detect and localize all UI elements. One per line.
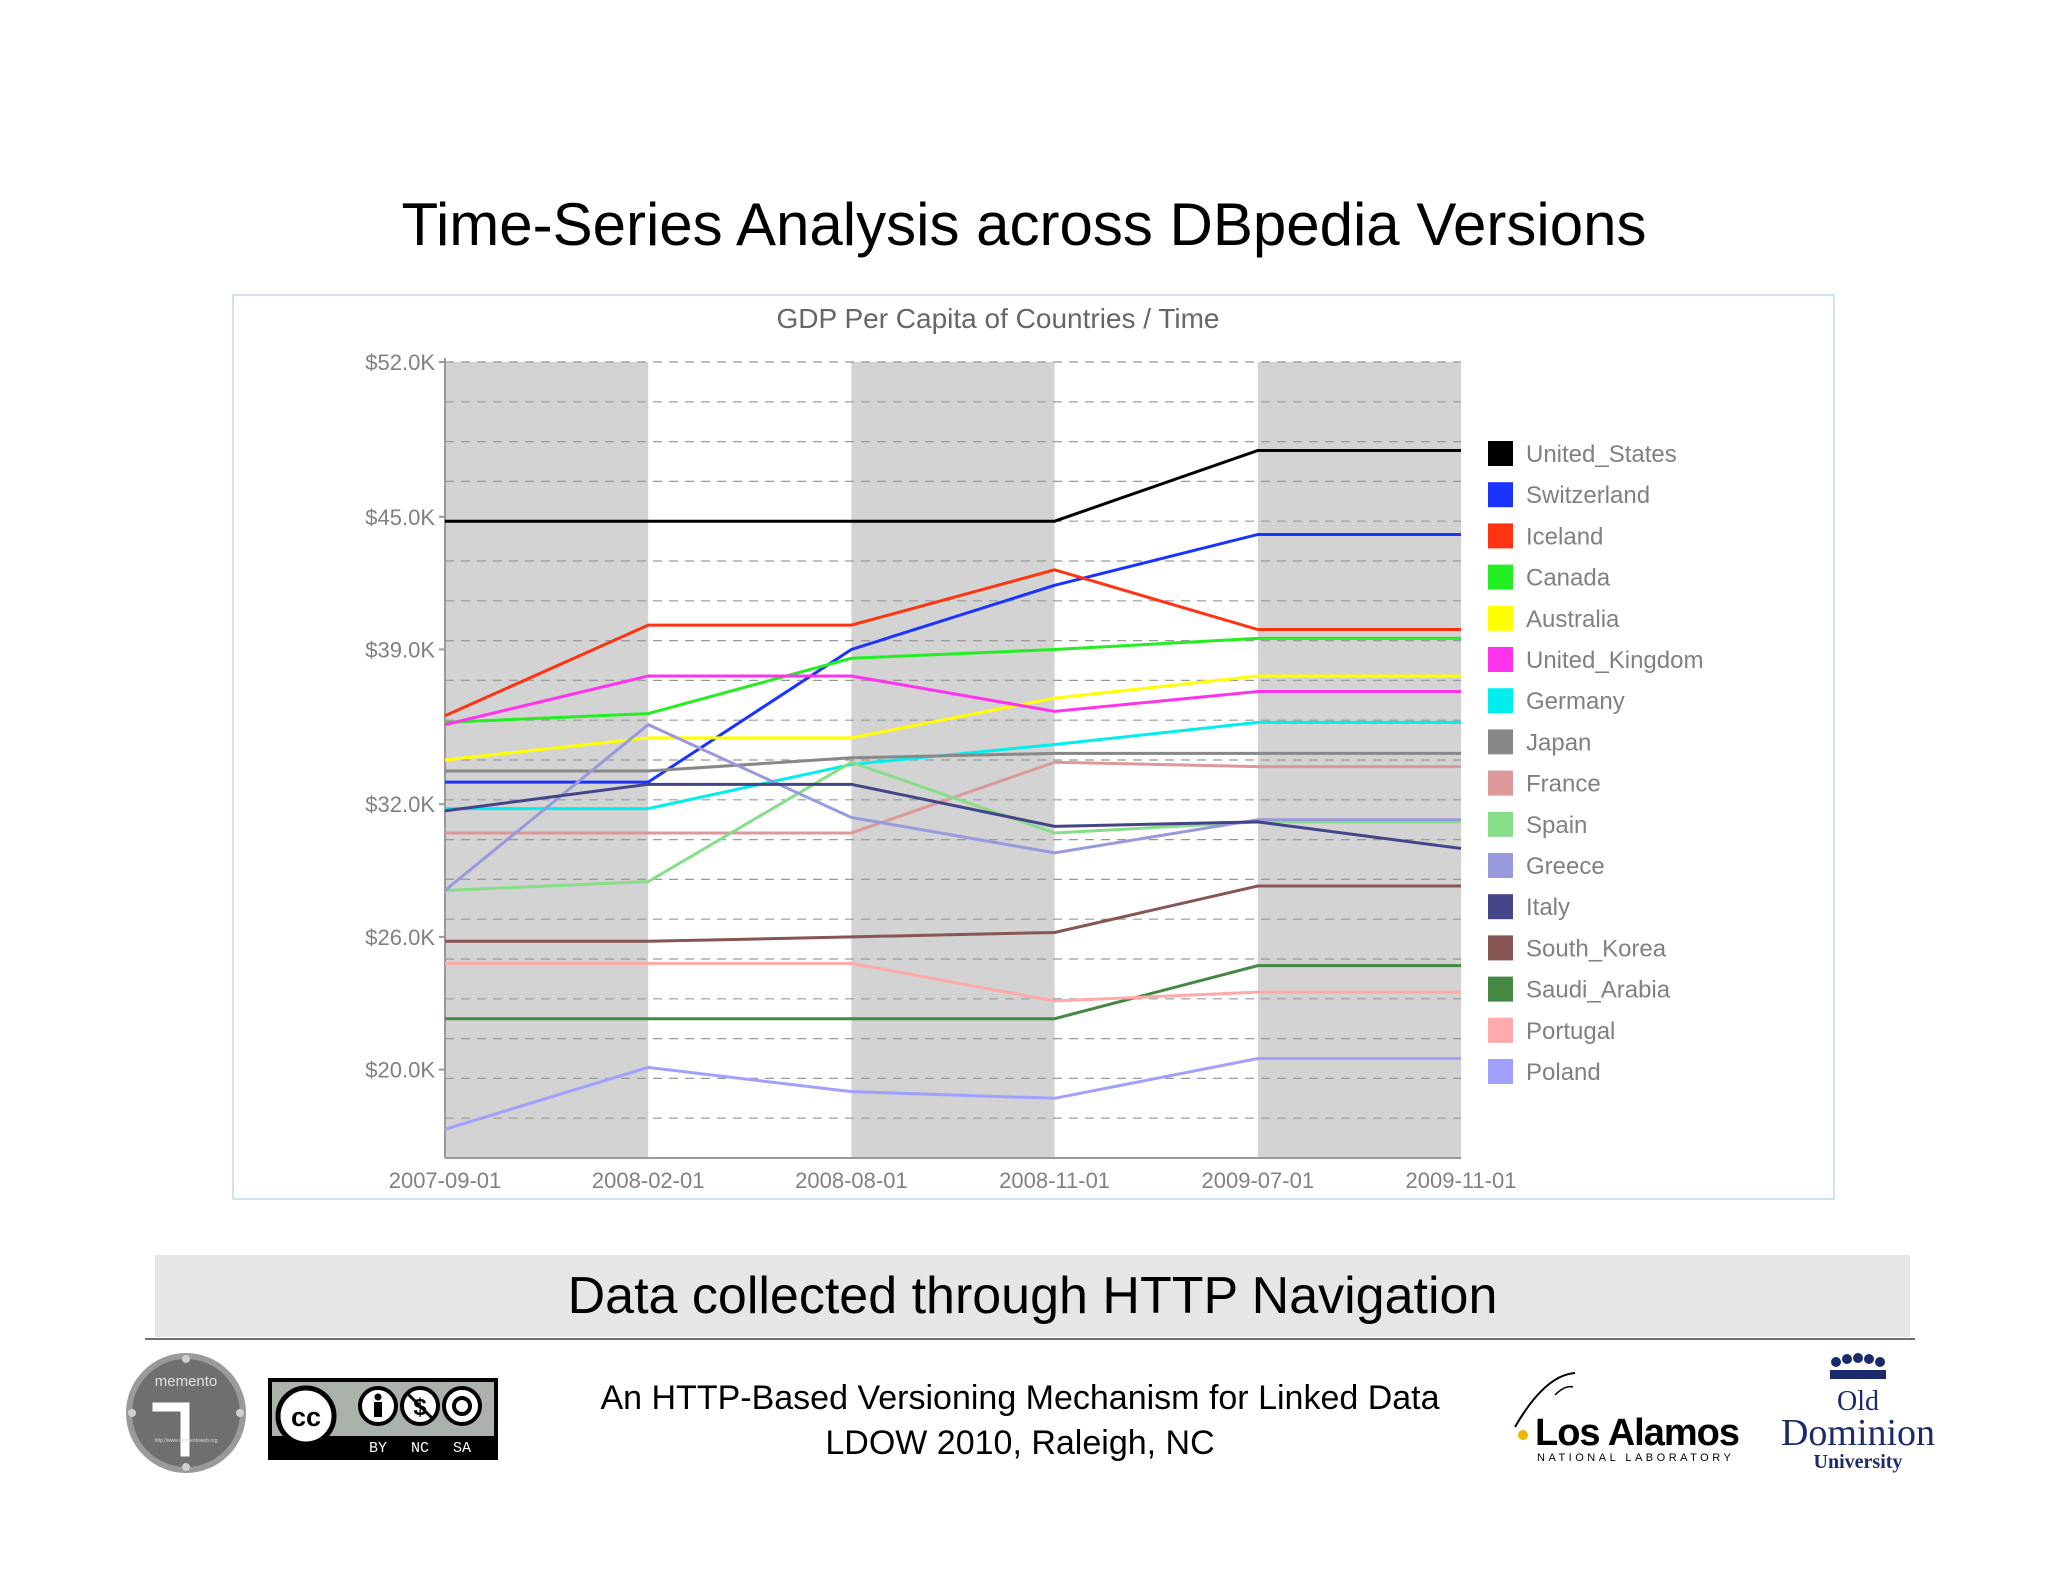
slide-title: Time-Series Analysis across DBpedia Vers… xyxy=(401,191,1647,258)
odu-line-3: University xyxy=(1814,1451,1903,1473)
x-axis-ticks: 2007-09-01 2008-02-01 2008-08-01 2008-11-01… xyxy=(389,1168,1517,1193)
odu-line-1: Old xyxy=(1837,1386,1879,1417)
subtitle-bar: Data collected through HTTP Navigation xyxy=(155,1255,1910,1337)
legend-swatch-Portugal xyxy=(1488,1017,1513,1043)
lanl-name: Los Alamos xyxy=(1535,1412,1739,1454)
footer-citation: An HTTP-Based Versioning Mechanism for L… xyxy=(520,1376,1520,1466)
x-tick-label: 2008-11-01 xyxy=(999,1168,1110,1193)
legend-swatch-Switzerland xyxy=(1488,482,1513,508)
subtitle-text: Data collected through HTTP Navigation xyxy=(567,1267,1498,1325)
legend-swatch-Saudi_Arabia xyxy=(1488,976,1513,1002)
legend-swatch-Germany xyxy=(1488,688,1513,714)
y-tick-label: $52.0K xyxy=(365,350,435,375)
legend-label-Japan: Japan xyxy=(1526,729,1591,756)
legend-label-Poland: Poland xyxy=(1526,1059,1601,1086)
legend-label-Spain: Spain xyxy=(1526,812,1587,839)
memento-logo-text: memento xyxy=(155,1373,218,1390)
legend-label-South_Korea: South_Korea xyxy=(1526,935,1667,962)
legend-label-Iceland: Iceland xyxy=(1526,523,1603,550)
series-line-Greece xyxy=(444,722,1461,892)
legend-swatch-Australia xyxy=(1488,605,1513,631)
chart-panel: GDP Per Capita of Countries / Time $52.0… xyxy=(232,294,1835,1200)
cc-sa-label: SA xyxy=(453,1440,471,1457)
legend-swatch-Spain xyxy=(1488,811,1513,837)
y-axis-ticks: $52.0K $45.0K $39.0K $32.0K $26.0K $20.0K xyxy=(365,350,445,1083)
cc-by-label: BY xyxy=(369,1440,387,1457)
legend-label-Greece: Greece xyxy=(1526,853,1605,880)
series-line-Italy xyxy=(444,782,1462,850)
legend-label-Switzerland: Switzerland xyxy=(1526,482,1650,509)
series-line-South_Korea xyxy=(445,884,1461,943)
legend-label-United_States: United_States xyxy=(1526,441,1677,468)
legend-swatch-South_Korea xyxy=(1488,935,1513,961)
legend-swatch-Italy xyxy=(1488,894,1513,920)
memento-logo-url: http://www.mementoweb.org xyxy=(154,1438,217,1444)
legend-label-Portugal: Portugal xyxy=(1526,1018,1615,1045)
legend-swatch-Canada xyxy=(1488,564,1513,590)
legend-label-Italy: Italy xyxy=(1526,894,1570,921)
series-line-Spain xyxy=(444,760,1461,892)
footer-divider xyxy=(145,1338,1915,1340)
legend-label-France: France xyxy=(1526,771,1601,798)
gdp-line-chart: GDP Per Capita of Countries / Time $52.0… xyxy=(365,303,1703,1193)
series-line-Japan xyxy=(445,751,1461,773)
lanl-sub: NATIONAL LABORATORY xyxy=(1537,1452,1734,1464)
memento-logo: memento http://www.mementoweb.org xyxy=(126,1353,246,1473)
x-tick-label: 2008-08-01 xyxy=(795,1168,908,1193)
x-tick-label: 2009-11-01 xyxy=(1406,1168,1517,1193)
series-line-Poland xyxy=(444,1057,1461,1131)
cc-license-badge: cc $ BY NC SA xyxy=(268,1378,498,1460)
series-line-United_Kingdom xyxy=(444,674,1461,727)
legend-label-United_Kingdom: United_Kingdom xyxy=(1526,647,1703,674)
legend: United_States Switzerland Iceland Canada Aus… xyxy=(1488,441,1703,1086)
series-line-Saudi_Arabia xyxy=(445,964,1461,1021)
y-tick-label: $39.0K xyxy=(365,637,435,662)
legend-label-Germany: Germany xyxy=(1526,688,1625,715)
legend-label-Canada: Canada xyxy=(1526,565,1611,592)
series-line-United_States xyxy=(445,448,1461,523)
old-dominion-logo: Old Dominion University xyxy=(1781,1353,1935,1473)
legend-swatch-Japan xyxy=(1488,729,1513,755)
y-tick-label: $20.0K xyxy=(365,1058,435,1083)
odu-line-2: Dominion xyxy=(1781,1412,1935,1454)
series-line-Canada xyxy=(444,636,1461,724)
series-line-Switzerland xyxy=(445,532,1461,784)
legend-swatch-Poland xyxy=(1488,1059,1513,1084)
legend-label-Australia: Australia xyxy=(1526,606,1620,633)
y-tick-label: $26.0K xyxy=(365,925,435,950)
legend-swatch-United_Kingdom xyxy=(1488,647,1513,672)
x-tick-label: 2008-02-01 xyxy=(592,1168,705,1193)
legend-swatch-France xyxy=(1488,770,1513,796)
y-tick-label: $32.0K xyxy=(365,792,435,817)
legend-label-Saudi_Arabia: Saudi_Arabia xyxy=(1526,977,1671,1004)
x-tick-label: 2007-09-01 xyxy=(389,1168,502,1193)
legend-swatch-Greece xyxy=(1488,853,1513,878)
los-alamos-logo: Los Alamos NATIONAL LABORATORY xyxy=(1514,1372,1740,1464)
x-tick-label: 2009-07-01 xyxy=(1202,1168,1315,1193)
series-lines xyxy=(444,448,1462,1131)
cc-nc-label: NC xyxy=(411,1440,429,1457)
footer-line-1: An HTTP-Based Versioning Mechanism for L… xyxy=(600,1379,1440,1417)
axes xyxy=(444,358,1461,1159)
legend-swatch-Iceland xyxy=(1488,523,1513,549)
series-line-Portugal xyxy=(445,961,1461,1003)
legend-swatch-United_States xyxy=(1488,441,1513,466)
y-tick-label: $45.0K xyxy=(365,505,435,530)
footer-line-2: LDOW 2010, Raleigh, NC xyxy=(825,1424,1215,1462)
series-line-Iceland xyxy=(444,568,1461,718)
chart-title: GDP Per Capita of Countries / Time xyxy=(777,303,1220,334)
series-line-Australia xyxy=(444,674,1461,762)
svg-text:cc: cc xyxy=(291,1402,321,1432)
